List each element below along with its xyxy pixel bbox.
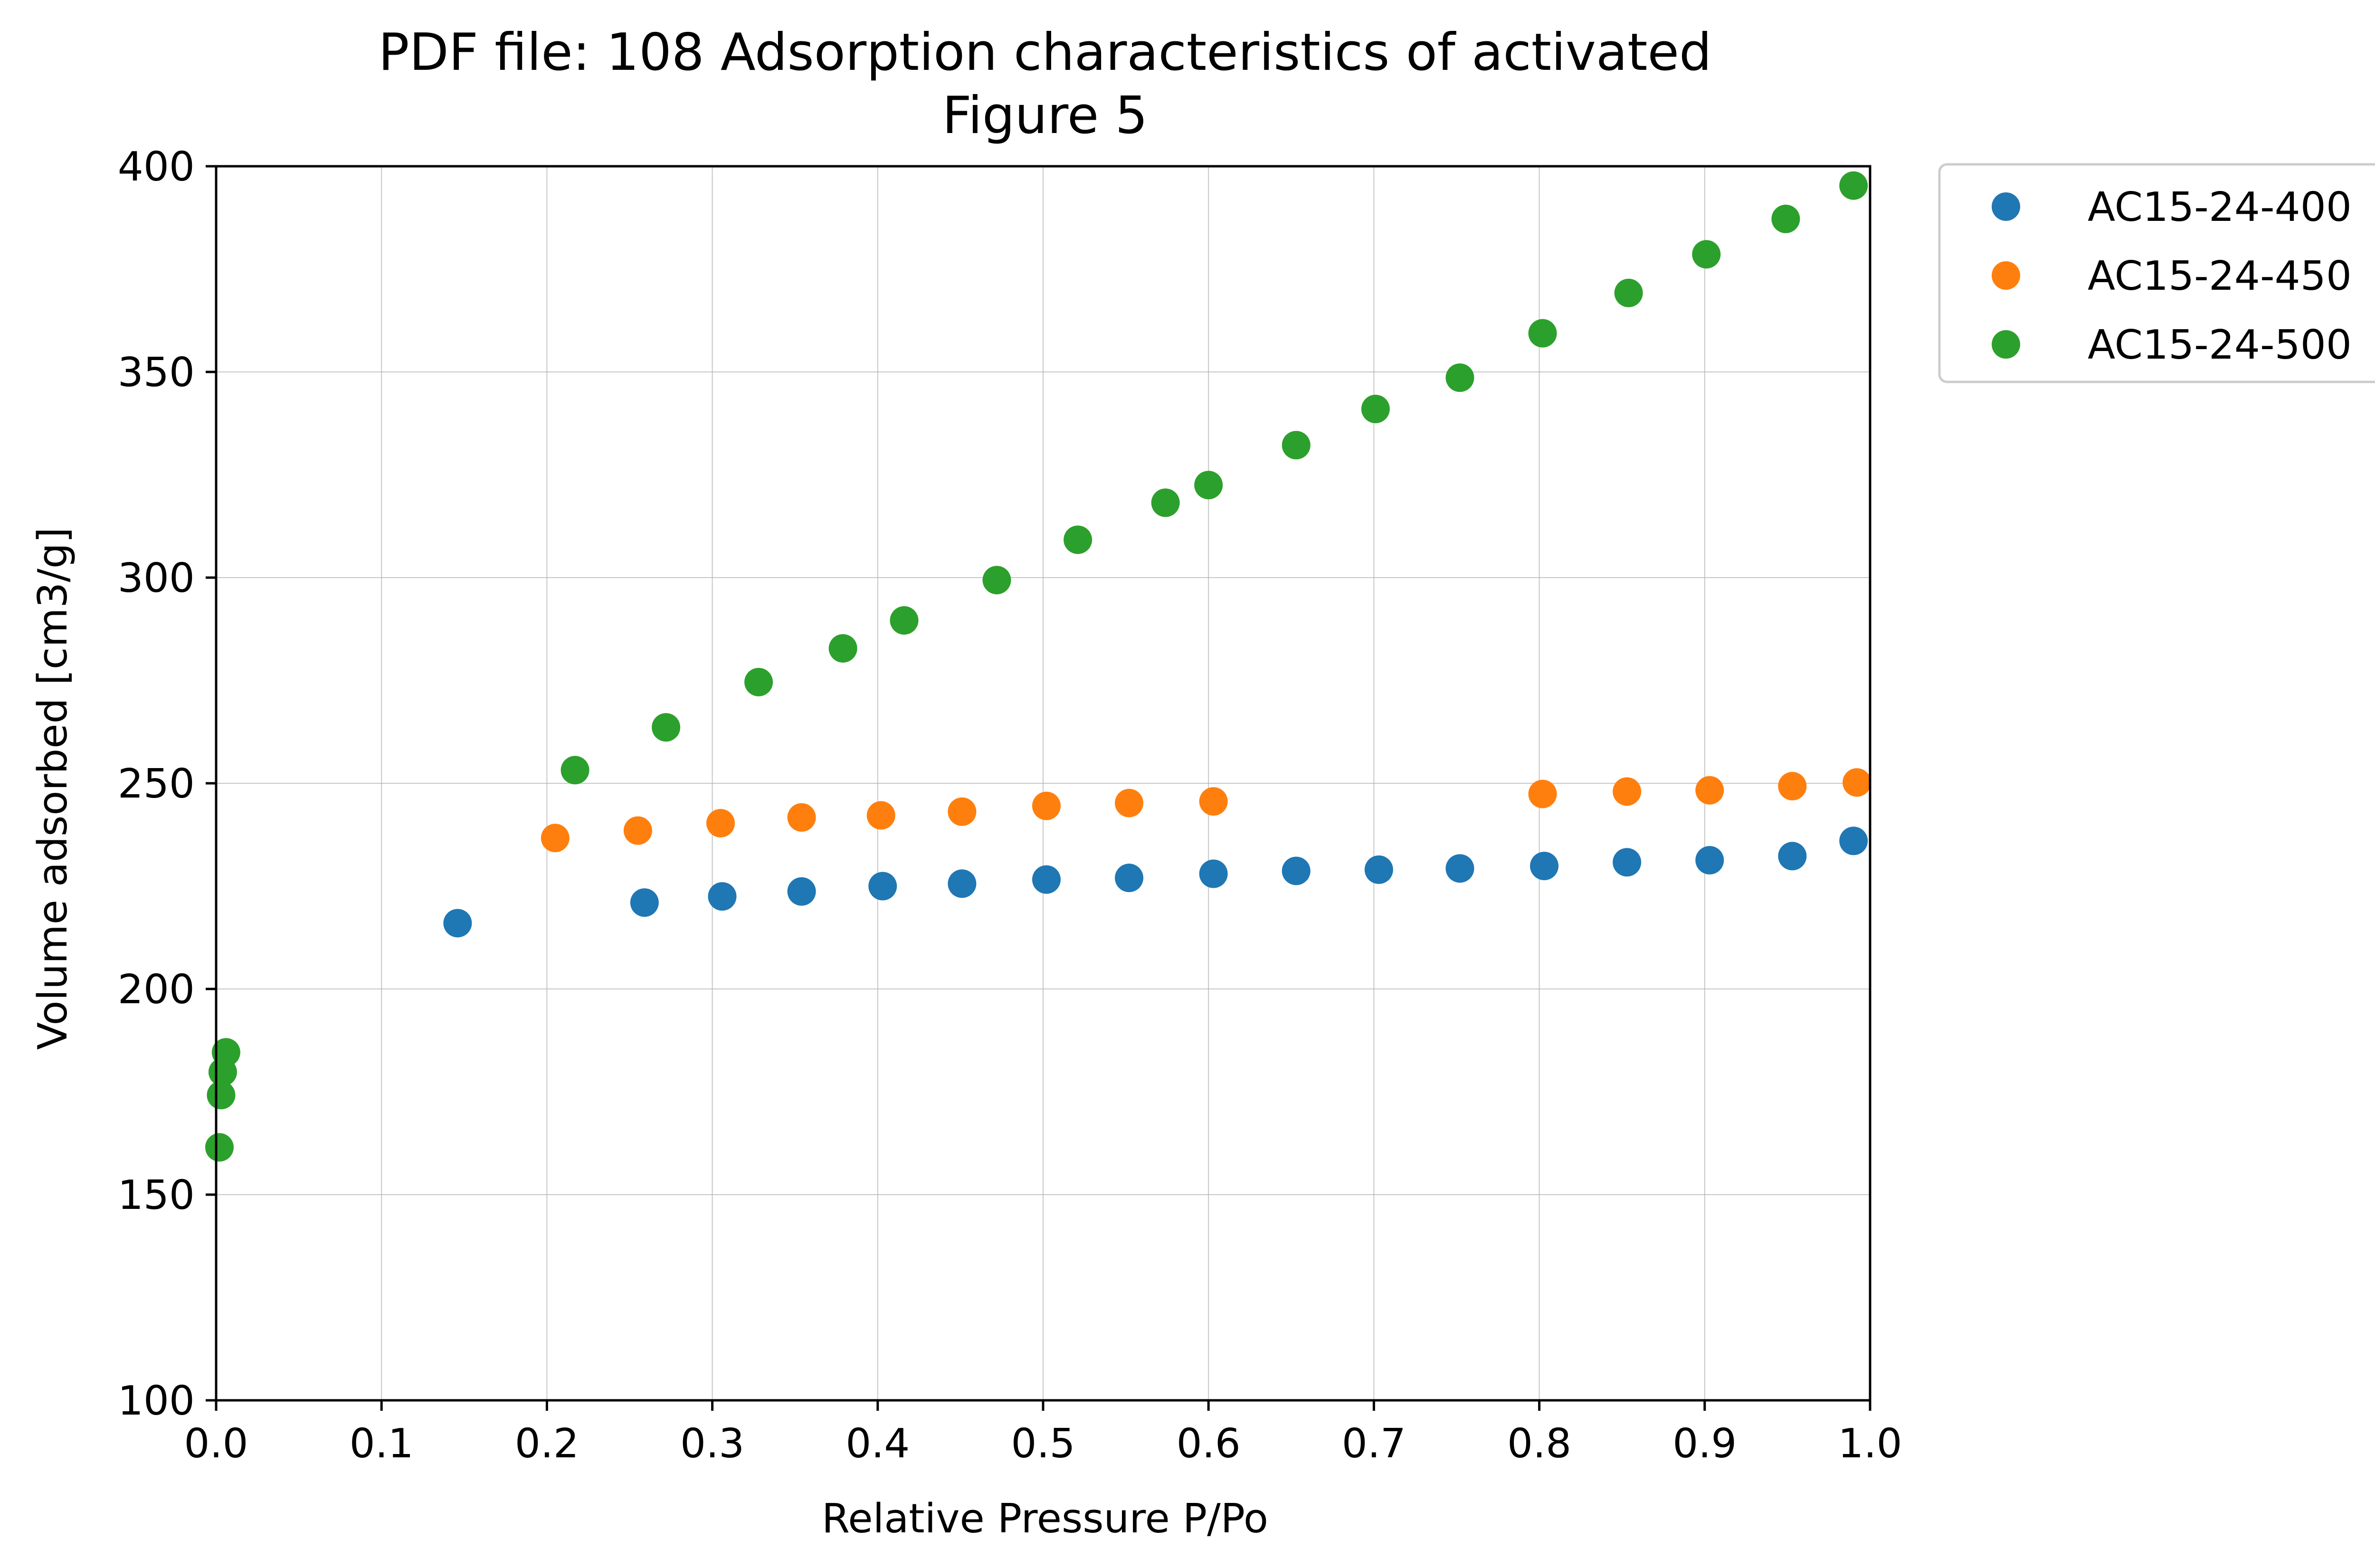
- data-point: [541, 824, 570, 853]
- y-tick-label: 150: [118, 1172, 195, 1219]
- data-point: [828, 634, 857, 663]
- data-point: [890, 606, 919, 635]
- data-point: [1282, 431, 1311, 460]
- data-point: [630, 888, 659, 917]
- data-point: [1364, 855, 1393, 884]
- data-point: [1692, 240, 1721, 269]
- y-tick-label: 300: [118, 555, 195, 602]
- data-point: [1778, 772, 1807, 801]
- data-point: [1445, 363, 1474, 392]
- x-tick-label: 0.1: [350, 1420, 414, 1467]
- x-tick-label: 0.6: [1177, 1420, 1241, 1467]
- data-point: [1530, 852, 1559, 881]
- data-point: [1695, 776, 1724, 805]
- series-AC15-24-400: [443, 827, 1868, 938]
- data-point: [1695, 846, 1724, 874]
- data-point: [708, 882, 737, 911]
- data-point: [1115, 789, 1144, 817]
- data-point: [211, 1038, 240, 1067]
- data-point: [868, 872, 897, 901]
- data-point: [787, 803, 816, 832]
- y-tick-label: 400: [118, 143, 195, 190]
- x-tick-label: 0.7: [1342, 1420, 1406, 1467]
- data-point: [1528, 779, 1557, 808]
- y-tick-label: 100: [118, 1378, 195, 1425]
- legend: AC15-24-400 AC15-24-450 AC15-24-500: [1938, 163, 2375, 383]
- y-axis-label: Volume adsorbed [cm3/g]: [29, 527, 76, 1050]
- series-AC15-24-450: [541, 768, 1872, 853]
- data-point: [706, 809, 735, 838]
- x-tick-label: 0.9: [1672, 1420, 1737, 1467]
- data-point: [1528, 319, 1557, 348]
- data-points: [205, 171, 1872, 1162]
- data-point: [1115, 864, 1144, 893]
- x-axis-label: Relative Pressure P/Po: [822, 1495, 1268, 1542]
- data-point: [1771, 204, 1800, 233]
- data-point: [652, 713, 681, 742]
- data-point: [1064, 525, 1092, 554]
- data-point: [1839, 171, 1868, 200]
- data-point: [744, 667, 773, 696]
- x-tick-label: 0.5: [1011, 1420, 1075, 1467]
- data-point: [207, 1081, 236, 1110]
- data-point: [560, 756, 589, 785]
- legend-label: AC15-24-450: [2088, 253, 2352, 300]
- legend-box: [1938, 163, 2375, 383]
- data-point: [787, 877, 816, 906]
- data-point: [1778, 842, 1807, 871]
- data-point: [1614, 278, 1643, 307]
- data-point: [1199, 859, 1228, 888]
- data-point: [866, 801, 895, 830]
- series-AC15-24-500: [205, 171, 1868, 1162]
- data-point: [1199, 787, 1228, 816]
- x-tick-label: 1.0: [1838, 1420, 1902, 1467]
- data-point: [948, 869, 977, 898]
- legend-marker: [1992, 192, 2020, 221]
- data-point: [1151, 488, 1180, 517]
- x-tick-label: 0.0: [184, 1420, 248, 1467]
- y-tick-label: 200: [118, 966, 195, 1013]
- data-point: [1445, 854, 1474, 883]
- data-point: [443, 909, 472, 938]
- data-point: [1032, 865, 1061, 894]
- data-point: [1839, 827, 1868, 855]
- data-point: [1613, 848, 1642, 877]
- data-point: [1843, 768, 1872, 797]
- x-tick-label: 0.8: [1507, 1420, 1571, 1467]
- chart-title-line-2: Figure 5: [942, 86, 1148, 145]
- data-point: [1613, 777, 1642, 806]
- data-point: [623, 816, 652, 845]
- y-tick-label: 250: [118, 760, 195, 808]
- data-point: [948, 797, 977, 826]
- legend-marker: [1992, 330, 2020, 359]
- data-point: [1361, 394, 1390, 423]
- data-point: [1282, 856, 1311, 885]
- axis-ticks: 0.0 0.1 0.2 0.3 0.4 0.5 0.6 0.7 0.8 0.9 1.0 100 150 2…: [118, 143, 1902, 1467]
- data-point: [205, 1133, 234, 1162]
- chart-title-line-1: PDF file: 108 Adsorption characteristics…: [379, 23, 1712, 82]
- legend-label: AC15-24-400: [2088, 184, 2352, 231]
- x-tick-label: 0.4: [846, 1420, 910, 1467]
- x-tick-label: 0.2: [515, 1420, 579, 1467]
- data-point: [1194, 471, 1223, 500]
- y-tick-label: 350: [118, 349, 195, 396]
- x-tick-label: 0.3: [680, 1420, 744, 1467]
- legend-marker: [1992, 261, 2020, 290]
- data-point: [1032, 791, 1061, 820]
- legend-label: AC15-24-500: [2088, 322, 2352, 369]
- data-point: [982, 566, 1011, 595]
